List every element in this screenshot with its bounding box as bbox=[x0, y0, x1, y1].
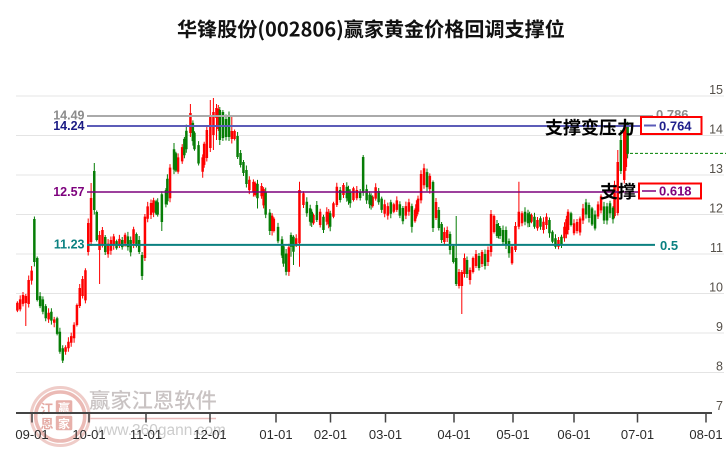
svg-text:14.49: 14.49 bbox=[53, 108, 84, 122]
svg-text:15: 15 bbox=[709, 83, 723, 97]
svg-text:0.5: 0.5 bbox=[660, 238, 678, 253]
svg-text:04-01: 04-01 bbox=[437, 427, 470, 442]
svg-text:12: 12 bbox=[709, 201, 723, 215]
svg-text:07-01: 07-01 bbox=[621, 427, 654, 442]
svg-text:11-01: 11-01 bbox=[130, 427, 162, 442]
svg-text:www.360gann.com: www.360gann.com bbox=[94, 422, 226, 439]
svg-text:10: 10 bbox=[709, 280, 723, 294]
svg-text:12.57: 12.57 bbox=[53, 185, 84, 199]
svg-text:0.618: 0.618 bbox=[659, 184, 692, 199]
svg-text:09-01: 09-01 bbox=[15, 427, 48, 442]
svg-text:11: 11 bbox=[710, 241, 723, 255]
svg-text:12-01: 12-01 bbox=[193, 427, 226, 442]
svg-text:06-01: 06-01 bbox=[557, 427, 590, 442]
svg-text:02-01: 02-01 bbox=[314, 427, 347, 442]
svg-text:14.24: 14.24 bbox=[53, 119, 84, 133]
svg-text:7: 7 bbox=[716, 399, 723, 413]
svg-text:13: 13 bbox=[709, 162, 723, 176]
svg-text:05-01: 05-01 bbox=[496, 427, 529, 442]
svg-text:9: 9 bbox=[716, 320, 723, 334]
svg-text:8: 8 bbox=[716, 359, 723, 373]
svg-text:08-01: 08-01 bbox=[689, 427, 722, 442]
svg-text:14: 14 bbox=[709, 122, 723, 136]
svg-text:0.764: 0.764 bbox=[659, 119, 692, 134]
svg-text:11.23: 11.23 bbox=[54, 238, 85, 252]
svg-text:03-01: 03-01 bbox=[369, 427, 402, 442]
svg-text:01-01: 01-01 bbox=[259, 427, 292, 442]
svg-text:10-01: 10-01 bbox=[72, 427, 105, 442]
